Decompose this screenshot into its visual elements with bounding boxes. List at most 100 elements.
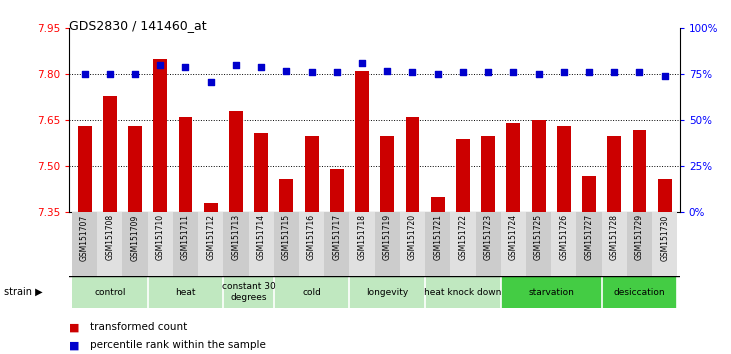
Bar [431,197,444,212]
Bar [400,212,425,276]
Text: GSM151723: GSM151723 [484,214,493,261]
Point [457,70,469,75]
Bar [324,212,349,276]
Text: strain ▶: strain ▶ [4,287,42,297]
Bar [148,276,223,308]
Text: GSM151719: GSM151719 [383,214,392,261]
Point [255,64,267,70]
Text: GSM151728: GSM151728 [610,214,618,260]
Text: GSM151710: GSM151710 [156,214,164,261]
Bar [254,133,268,212]
Bar [178,117,192,212]
Bar [501,276,602,308]
Bar [602,212,627,276]
Bar [531,120,545,212]
Text: GSM151729: GSM151729 [635,214,644,261]
Point [507,70,519,75]
Point [356,61,368,66]
Bar [198,212,223,276]
Text: constant 30
degrees: constant 30 degrees [221,282,276,302]
Bar [349,276,425,308]
Bar [425,212,450,276]
Bar [632,130,646,212]
Bar [349,212,374,276]
Point [432,72,444,77]
Point [659,73,670,79]
Bar [103,96,117,212]
Bar [507,124,520,212]
Text: GSM151711: GSM151711 [181,214,190,260]
Text: starvation: starvation [529,287,574,297]
Bar [273,276,349,308]
Text: GSM151716: GSM151716 [307,214,316,261]
Text: ■: ■ [69,322,80,332]
Point [104,72,115,77]
Bar [273,212,299,276]
Point [608,70,620,75]
Bar [456,139,470,212]
Text: heat knock down: heat knock down [424,287,501,297]
Text: transformed count: transformed count [90,322,187,332]
Bar [658,179,672,212]
Text: GSM151725: GSM151725 [534,214,543,261]
Text: GSM151713: GSM151713 [232,214,240,261]
Bar [476,212,501,276]
Point [306,70,317,75]
Bar [380,136,394,212]
Bar [425,276,501,308]
Bar [582,176,596,212]
Point [180,64,192,70]
Bar [223,212,249,276]
Point [281,68,292,74]
Bar [299,212,324,276]
Point [533,72,545,77]
Text: heat: heat [175,287,196,297]
Point [482,70,494,75]
Point [382,68,393,74]
Text: GSM151717: GSM151717 [333,214,341,261]
Text: GSM151709: GSM151709 [131,214,140,261]
Text: cold: cold [302,287,321,297]
Bar [557,126,571,212]
Point [129,72,141,77]
Text: GSM151715: GSM151715 [282,214,291,261]
Point [154,62,166,68]
Bar [77,126,91,212]
Text: percentile rank within the sample: percentile rank within the sample [90,340,266,350]
Bar [652,212,678,276]
Bar [97,212,122,276]
Bar [330,170,344,212]
Bar [204,203,218,212]
Bar [229,111,243,212]
Text: GDS2830 / 141460_at: GDS2830 / 141460_at [69,19,207,33]
Bar [406,117,420,212]
Text: ■: ■ [69,340,80,350]
Text: GSM151722: GSM151722 [458,214,467,260]
Bar [627,212,652,276]
Bar [305,136,319,212]
Bar [173,212,198,276]
Bar [72,212,97,276]
Bar [154,59,167,212]
Text: GSM151720: GSM151720 [408,214,417,261]
Text: desiccation: desiccation [613,287,665,297]
Text: GSM151726: GSM151726 [559,214,568,261]
Text: GSM151721: GSM151721 [433,214,442,260]
Text: GSM151718: GSM151718 [357,214,366,260]
Text: GSM151707: GSM151707 [80,214,89,261]
Text: GSM151730: GSM151730 [660,214,669,261]
Point [634,70,645,75]
Text: GSM151727: GSM151727 [585,214,594,261]
Bar [223,276,273,308]
Bar [279,179,293,212]
Bar [607,136,621,212]
Bar [481,136,495,212]
Point [79,72,91,77]
Bar [249,212,273,276]
Bar [450,212,476,276]
Bar [577,212,602,276]
Point [331,70,343,75]
Text: GSM151708: GSM151708 [105,214,114,261]
Bar [122,212,148,276]
Bar [128,126,142,212]
